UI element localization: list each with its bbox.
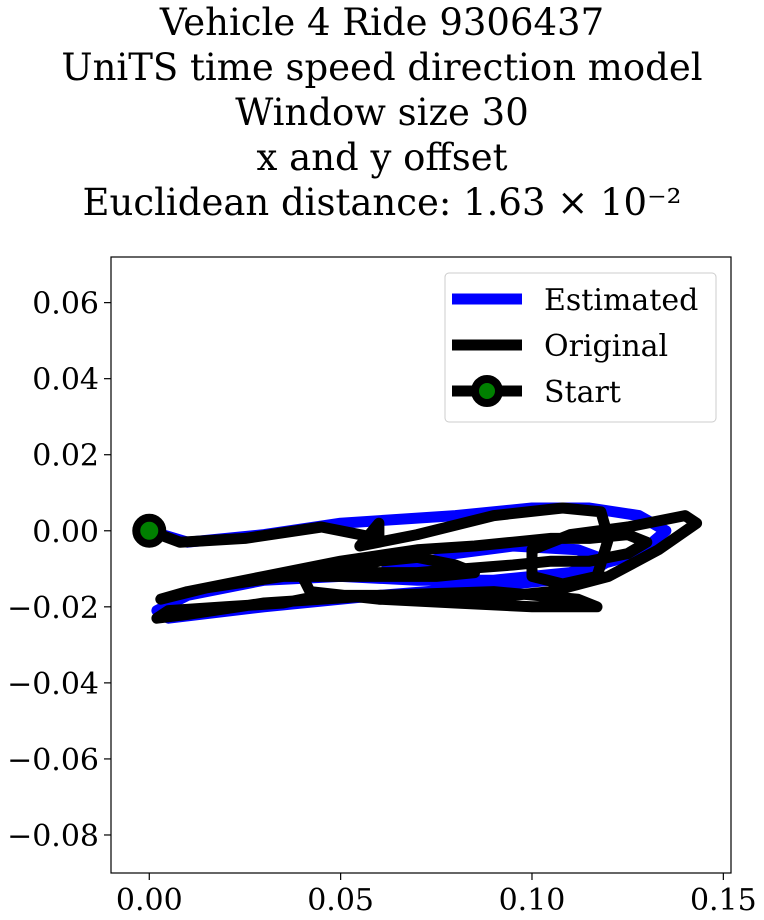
y-tick-label: 0.00 xyxy=(32,515,99,550)
legend-label-estimated: Estimated xyxy=(544,283,698,318)
title-line-2: UniTS time speed direction model xyxy=(61,46,703,89)
title-line-5: Euclidean distance: 1.63 × 10⁻² xyxy=(82,181,682,224)
legend: Estimated Original Start xyxy=(444,272,717,423)
series-line-original xyxy=(143,502,703,624)
series-layer xyxy=(132,502,703,624)
start-marker xyxy=(132,513,167,548)
y-tick-label: −0.02 xyxy=(7,591,99,626)
legend-box xyxy=(444,272,717,423)
y-tick-label: 0.04 xyxy=(32,363,99,398)
x-tick-label: 0.10 xyxy=(499,883,566,918)
y-tick-label: 0.02 xyxy=(32,439,99,474)
y-tick-label: −0.08 xyxy=(7,819,99,854)
title-line-3: Window size 30 xyxy=(235,91,529,134)
x-tick-label: 0.05 xyxy=(307,883,374,918)
legend-start-marker xyxy=(471,375,503,407)
y-tick-label: −0.04 xyxy=(7,667,99,702)
x-tick-label: 0.00 xyxy=(116,883,183,918)
title-line-1: Vehicle 4 Ride 9306437 xyxy=(159,1,605,44)
axes-frame xyxy=(110,256,732,874)
chart-title: Vehicle 4 Ride 9306437 UniTS time speed … xyxy=(0,0,764,225)
legend-label-original: Original xyxy=(544,329,668,364)
legend-label-start: Start xyxy=(544,375,621,410)
title-line-4: x and y offset xyxy=(256,136,508,179)
ticks-layer: 0.00 0.05 0.10 0.15 0.06 0.04 0.02 0.00 −0.02 −0.… xyxy=(7,287,757,918)
y-tick-label: −0.06 xyxy=(7,743,99,778)
y-tick-label: 0.06 xyxy=(32,287,99,322)
x-tick-label: 0.15 xyxy=(690,883,757,918)
